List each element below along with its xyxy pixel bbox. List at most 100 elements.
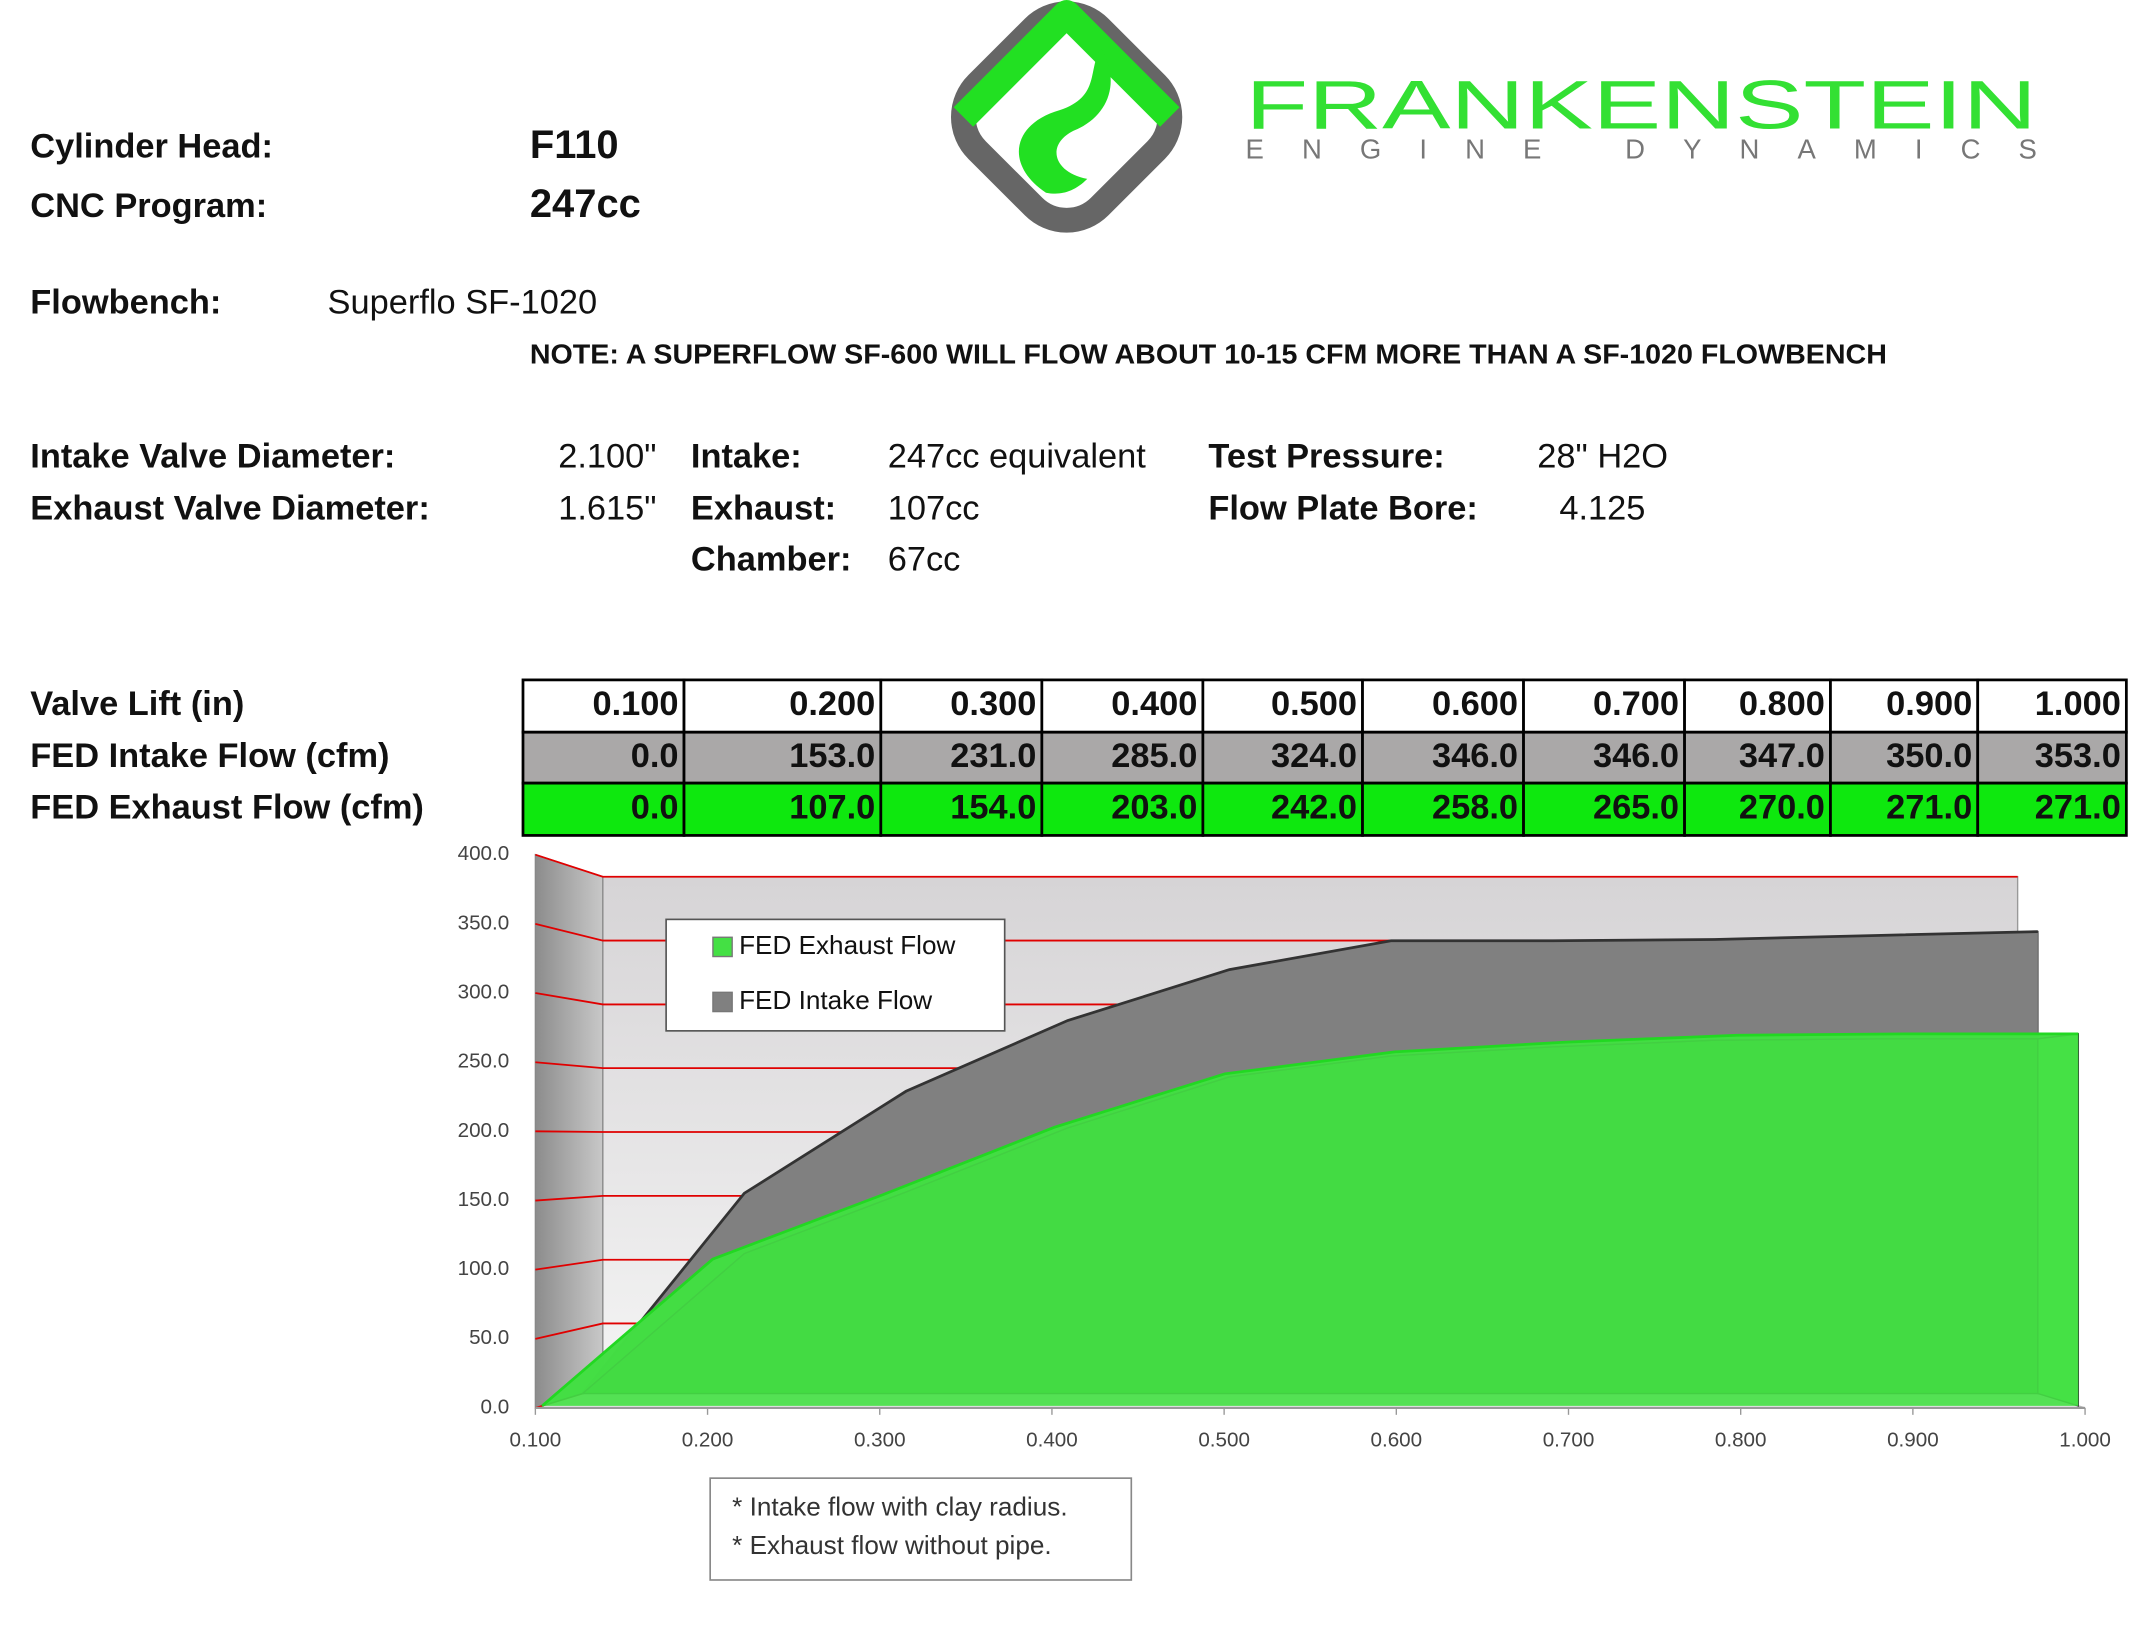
y-tick-label: 150.0 [458, 1188, 510, 1211]
chart: 0.0 50.0 100.0 150.0 200.0 250.0 300.0 350.0 400… [458, 842, 2111, 1581]
logo-flame [1018, 48, 1111, 194]
cell-value: 265.0 [1593, 788, 1679, 826]
row-label: Valve Lift (in) [30, 685, 244, 723]
cell-value: 258.0 [1432, 788, 1518, 826]
cell-value: 0.500 [1271, 685, 1357, 723]
table-cell [1201, 781, 1364, 837]
annotation: * Exhaust flow without pipe. [732, 1530, 1051, 1560]
table-cell [1361, 678, 1525, 734]
spec-label: Exhaust Valve Diameter: [30, 490, 430, 528]
table-cell [879, 781, 1044, 837]
series-line [581, 930, 2038, 1395]
cell-value: 154.0 [950, 788, 1036, 826]
x-tick-label: 0.200 [682, 1428, 734, 1451]
x-tick-label: 1.000 [2059, 1428, 2111, 1451]
table-cell [1361, 730, 1525, 785]
spec-value: 107cc [888, 490, 980, 528]
table-cell [1683, 730, 1832, 785]
table-cell [1522, 730, 1686, 785]
area-front [542, 1033, 2079, 1406]
cell-value: 271.0 [1886, 788, 1972, 826]
spec-label: Flow Plate Bore: [1208, 490, 1477, 528]
y-tick-label: 300.0 [458, 980, 510, 1003]
y-tick-label: 0.0 [481, 1395, 510, 1418]
table-cell [1976, 678, 2128, 734]
spec-value: 2.100" [558, 437, 656, 475]
spec-value: 1.615" [558, 490, 656, 528]
table-cell [521, 678, 686, 734]
x-tick-label: 0.800 [1715, 1428, 1767, 1451]
cell-value: 285.0 [1111, 737, 1197, 775]
cell-value: 347.0 [1739, 737, 1825, 775]
table-cell [1829, 678, 1980, 734]
y-tick-label: 50.0 [469, 1326, 509, 1349]
row-label: FED Exhaust Flow (cfm) [30, 788, 424, 826]
x-tick-label: 0.100 [510, 1428, 562, 1451]
spec-value: 28" H2O [1537, 437, 1668, 475]
cell-value: 153.0 [789, 737, 875, 775]
x-tick-label: 0.600 [1371, 1428, 1423, 1451]
cell-value: 1.000 [2035, 685, 2121, 723]
cell-value: 203.0 [1111, 788, 1197, 826]
table-cell [521, 781, 686, 837]
note: NOTE: A SUPERFLOW SF-600 WILL FLOW ABOUT… [530, 339, 1887, 370]
value: Superflo SF-1020 [328, 283, 598, 321]
cell-value: 0.0 [631, 737, 679, 775]
annotation: * Intake flow with clay radius. [732, 1491, 1067, 1521]
cell-value: 231.0 [950, 737, 1036, 775]
spec-label: Test Pressure: [1208, 437, 1444, 475]
table-cell [1040, 678, 1205, 734]
cell-value: 271.0 [2035, 788, 2121, 826]
table-cell [1361, 781, 1525, 837]
logo: FRANKENSTEIN ENGINE DYNAMICS [950, 0, 2037, 233]
y-tick-label: 250.0 [458, 1050, 510, 1073]
y-tick-label: 200.0 [458, 1119, 510, 1142]
spec-label: Intake: [691, 437, 802, 475]
grid-line [535, 853, 2018, 878]
table-cell [521, 730, 686, 785]
cell-value: 270.0 [1739, 788, 1825, 826]
cell-value: 0.0 [631, 788, 679, 826]
series-line [541, 1032, 2079, 1407]
table-cell [1040, 781, 1205, 837]
row-label: FED Intake Flow (cfm) [30, 737, 389, 775]
cell-value: 0.800 [1739, 685, 1825, 723]
cell-value: 107.0 [789, 788, 875, 826]
table-cell [1829, 781, 1980, 837]
cell-value: 346.0 [1593, 737, 1679, 775]
y-tick-label: 400.0 [458, 842, 510, 865]
spec-label: Intake Valve Diameter: [30, 437, 395, 475]
label: Flowbench: [30, 283, 221, 321]
y-tick-label: 350.0 [458, 911, 510, 934]
table-cell [1201, 730, 1364, 785]
spec-value: 247cc equivalent [888, 437, 1147, 475]
label: CNC Program: [30, 187, 267, 225]
legend-swatch [712, 991, 733, 1013]
table-cell [1829, 730, 1980, 785]
legend-label: FED Intake Flow [739, 985, 932, 1015]
cell-value: 0.600 [1432, 685, 1518, 723]
cell-value: 346.0 [1432, 737, 1518, 775]
x-tick-label: 0.900 [1887, 1428, 1939, 1451]
table-cell [1683, 781, 1832, 837]
table-cell [682, 781, 883, 837]
cell-value: 0.700 [1593, 685, 1679, 723]
spec-label: Chamber: [691, 541, 852, 579]
value: F110 [530, 123, 619, 167]
cell-value: 324.0 [1271, 737, 1357, 775]
logo-name: FRANKENSTEIN [1246, 66, 2037, 143]
annotation-box [709, 1477, 1133, 1581]
table-cell [1683, 678, 1832, 734]
flow-table: Valve Lift (in) 0.100 0.200 0.300 0.400 0.500… [30, 678, 2128, 837]
x-tick-label: 0.500 [1198, 1428, 1250, 1451]
table-cell [879, 678, 1044, 734]
value: 247cc [530, 182, 641, 226]
cell-value: 353.0 [2035, 737, 2121, 775]
table-cell [1040, 730, 1205, 785]
cell-value: 0.200 [789, 685, 875, 723]
table-cell [1522, 678, 1686, 734]
logo-tagline: ENGINE DYNAMICS [1246, 134, 2037, 165]
logo-frame-green [953, 0, 1180, 127]
